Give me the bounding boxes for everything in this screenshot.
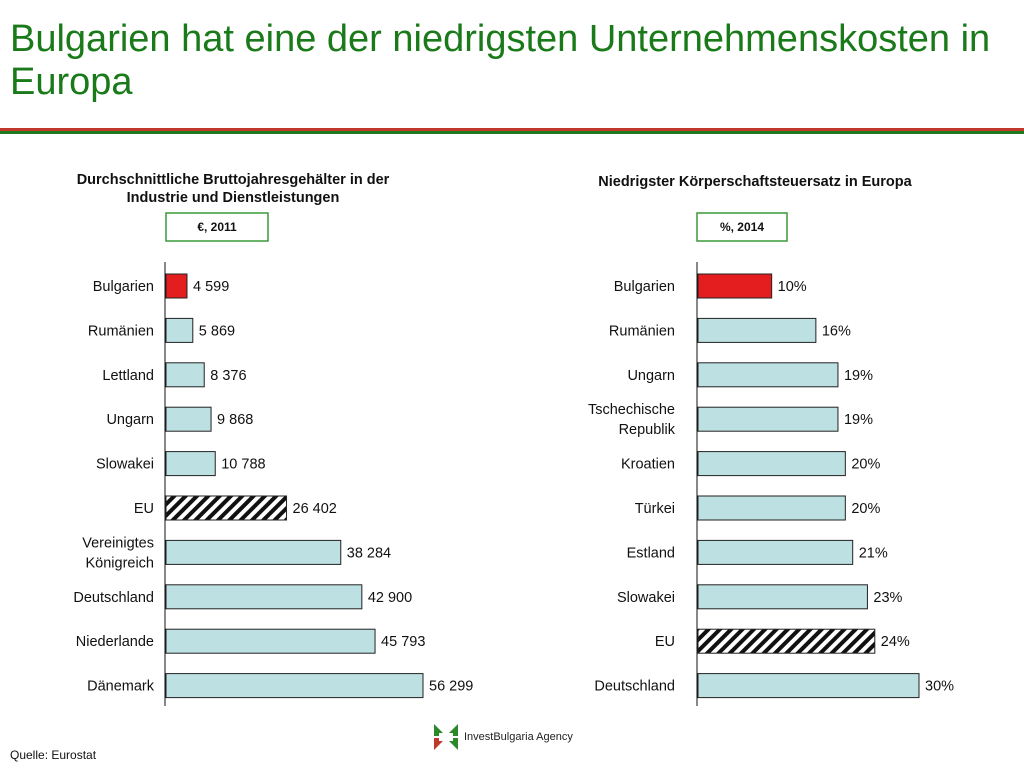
bar (697, 362, 839, 388)
unit-box (696, 212, 788, 242)
bar (165, 273, 188, 299)
category-label: Ungarn (627, 368, 675, 384)
bar (165, 362, 205, 388)
bar-value-label: 45 793 (381, 634, 425, 650)
bar-value-label: 4 599 (193, 279, 229, 295)
bar-value-label: 10% (778, 279, 807, 295)
chart-title: Industrie und Dienstleistungen (127, 190, 340, 206)
bar-value-label: 42 900 (368, 590, 412, 606)
bar (697, 628, 876, 654)
header-rule-green (0, 131, 1024, 134)
bar (165, 584, 363, 610)
bar (697, 584, 868, 610)
category-label: Bulgarien (614, 279, 675, 295)
bar (697, 406, 839, 432)
category-label: Slowakei (96, 457, 154, 473)
bar-value-label: 23% (873, 590, 902, 606)
bar-value-label: 20% (851, 501, 880, 517)
category-label: Kroatien (621, 457, 675, 473)
category-label: Ungarn (106, 412, 154, 428)
unit-label: %, 2014 (720, 220, 764, 234)
source-note: Quelle: Eurostat (10, 748, 97, 762)
category-label: Slowakei (617, 590, 675, 606)
category-label: Königreich (85, 555, 154, 571)
investbulgaria-logo: InvestBulgaria Agency (430, 720, 590, 756)
unit-box (165, 212, 269, 242)
bar-value-label: 38 284 (347, 545, 391, 561)
charts-area: Durchschnittliche Bruttojahresgehälter i… (73, 172, 954, 706)
bar-value-label: 21% (859, 545, 888, 561)
logo-text: InvestBulgaria Agency (464, 731, 573, 743)
unit-label: €, 2011 (197, 220, 237, 234)
category-label: Niederlande (76, 634, 154, 650)
bar-value-label: 19% (844, 368, 873, 384)
bar-value-label: 30% (925, 679, 954, 695)
bar (165, 539, 342, 565)
bar-value-label: 20% (851, 457, 880, 473)
bar (165, 628, 376, 654)
category-label: Dänemark (87, 679, 155, 695)
category-label: Deutschland (73, 590, 154, 606)
category-label: Tschechische (588, 402, 675, 418)
category-label: Rumänien (609, 323, 675, 339)
bar (165, 406, 212, 432)
investbulgaria-logo-icon (434, 724, 458, 750)
bar (697, 539, 854, 565)
bar (697, 451, 846, 477)
category-label: Estland (627, 545, 675, 561)
chart-title: Durchschnittliche Bruttojahresgehälter i… (77, 172, 390, 188)
bar (697, 495, 846, 521)
bar (165, 451, 216, 477)
chart-panel-1: Durchschnittliche Bruttojahresgehälter i… (73, 172, 473, 706)
category-label: Bulgarien (93, 279, 154, 295)
category-label: Rumänien (88, 323, 154, 339)
bar-value-label: 56 299 (429, 679, 473, 695)
bar-value-label: 5 869 (199, 323, 235, 339)
bar-value-label: 19% (844, 412, 873, 428)
bar-value-label: 26 402 (293, 501, 337, 517)
bar (165, 495, 288, 521)
category-label: EU (134, 501, 154, 517)
chart-title: Niedrigster Körperschaftsteuersatz in Eu… (598, 174, 912, 190)
bar-value-label: 24% (881, 634, 910, 650)
bar (697, 317, 817, 343)
category-label: Vereinigtes (82, 535, 154, 551)
header-rule-red (0, 128, 1024, 131)
category-label: Deutschland (594, 679, 675, 695)
category-label: Lettland (102, 368, 154, 384)
chart-panel-2: Niedrigster Körperschaftsteuersatz in Eu… (588, 174, 954, 706)
bar-value-label: 8 376 (210, 368, 246, 384)
bar (165, 673, 424, 699)
bar-value-label: 16% (822, 323, 851, 339)
bar-value-label: 9 868 (217, 412, 253, 428)
bar (165, 317, 194, 343)
page-title: Bulgarien hat eine der niedrigsten Unter… (10, 18, 991, 103)
category-label: Türkei (635, 501, 675, 517)
bar (697, 273, 773, 299)
bar-value-label: 10 788 (221, 457, 265, 473)
bar (697, 673, 920, 699)
category-label: Republik (619, 422, 676, 438)
category-label: EU (655, 634, 675, 650)
